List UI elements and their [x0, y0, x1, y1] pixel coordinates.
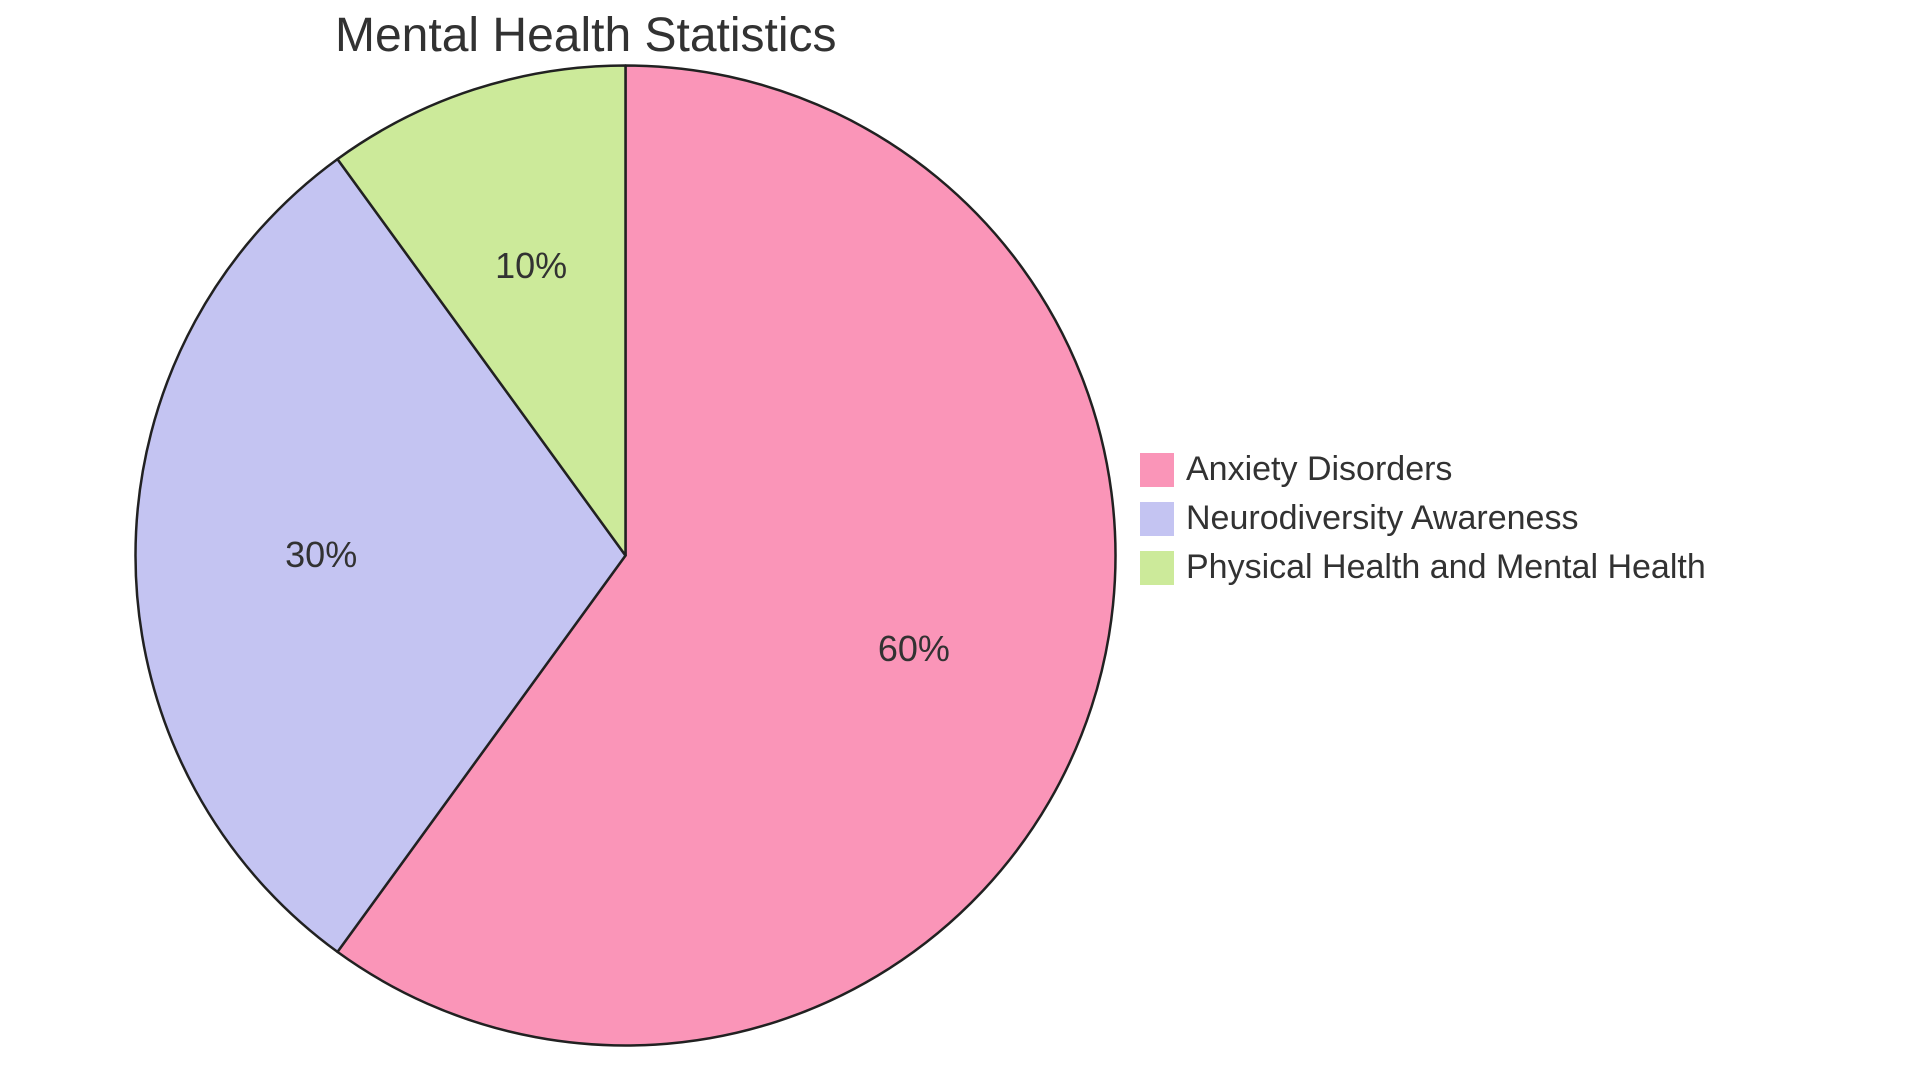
legend-item: Anxiety Disorders [1140, 450, 1706, 489]
legend-label: Neurodiversity Awareness [1186, 499, 1578, 538]
slice-percent-label: 10% [495, 245, 567, 287]
chart-title: Mental Health Statistics [335, 8, 837, 63]
legend-swatch [1140, 551, 1174, 585]
legend-item: Neurodiversity Awareness [1140, 499, 1706, 538]
chart-stage: Mental Health Statistics 60% 30% 10% Anxie… [0, 0, 1920, 1080]
legend-swatch [1140, 502, 1174, 536]
pie-chart [131, 61, 1120, 1050]
slice-percent-label: 60% [878, 628, 950, 670]
legend-swatch [1140, 453, 1174, 487]
legend-label: Anxiety Disorders [1186, 450, 1452, 489]
slice-percent-label: 30% [285, 534, 357, 576]
legend: Anxiety Disorders Neurodiversity Awarenes… [1140, 450, 1706, 597]
legend-item: Physical Health and Mental Health [1140, 548, 1706, 587]
legend-label: Physical Health and Mental Health [1186, 548, 1706, 587]
